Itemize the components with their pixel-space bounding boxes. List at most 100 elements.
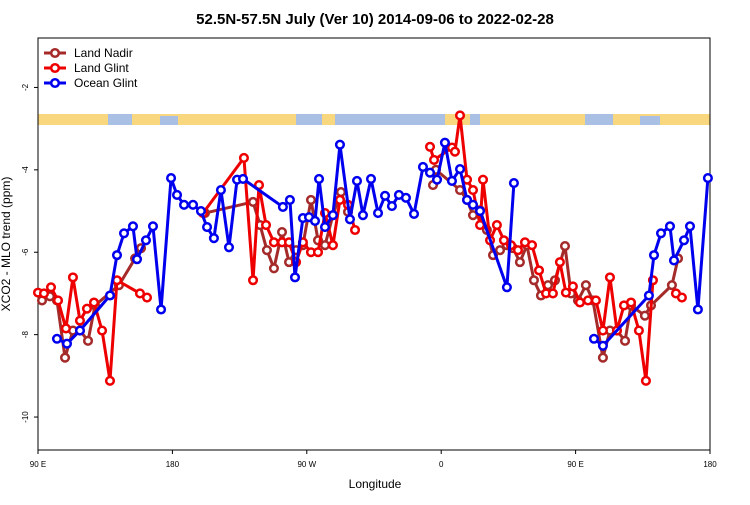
data-point [277,201,288,212]
data-point [454,110,466,121]
data-point [424,141,436,152]
data-point [467,199,479,210]
data-point [494,245,506,256]
data-point [588,333,600,344]
data-point [386,201,397,212]
data-point [51,333,63,344]
data-point [97,325,108,336]
data-point [400,192,412,203]
data-point [454,163,466,175]
x-tick-label: 0 [439,460,444,469]
data-point [74,315,86,326]
data-point [692,304,703,315]
data-point [309,215,321,226]
map-ocean [296,114,322,125]
data-point [597,325,608,336]
legend-marker [49,62,61,74]
data-point [223,242,235,253]
y-tick-label: -8 [21,331,30,339]
legend-label: Ocean Glint [74,76,138,90]
data-point [498,235,509,246]
data-point [118,228,130,239]
data-point [305,194,317,205]
data-point [82,335,94,346]
data-point [238,152,249,163]
data-point [59,352,71,363]
data-point [74,325,86,336]
data-point [477,174,489,185]
data-point [215,184,226,196]
data-point [702,173,713,184]
data-point [604,272,615,283]
data-point [597,340,608,351]
data-point [201,222,213,233]
data-point [590,295,601,306]
data-point [449,146,460,157]
data-point [134,288,146,299]
data-point [501,282,512,293]
data-point [166,173,177,184]
data-point [111,250,123,261]
data-point [597,352,608,363]
data-point [284,194,295,205]
data-point [268,237,279,248]
plot-frame [37,37,711,451]
data-point [81,303,93,314]
data-point [640,375,651,386]
map-ocean [640,116,660,125]
y-tick-label: -6 [21,248,30,256]
map-ocean [585,114,613,125]
map-strip [38,114,710,125]
legend-label: Land Glint [74,61,129,75]
data-point [247,196,259,208]
data-point [327,240,338,251]
x-tick-label: 180 [166,460,180,469]
data-point [684,221,696,232]
data-point [431,174,443,185]
data-point [147,221,159,232]
data-point [559,241,571,252]
data-point [156,304,167,315]
data-point [514,257,525,268]
data-point [319,240,331,251]
data-point [335,187,347,198]
data-point [676,292,687,303]
data-point [104,375,116,386]
legend-marker [49,77,61,89]
y-tick-label: -2 [21,83,30,91]
data-point [439,137,450,148]
data-point [666,280,677,291]
data-point [88,297,100,308]
data-point [319,222,331,233]
x-tick-label: 90 E [30,460,46,469]
data-point [67,272,78,283]
data-point [357,210,368,221]
data-point [474,205,486,217]
data-point [580,280,591,291]
data-point [424,167,436,178]
data-point [567,281,578,292]
data-point [428,154,440,166]
data-point [408,208,420,219]
data-point [237,173,249,184]
data-point [648,250,660,261]
data-point [208,233,219,244]
data-point [312,247,324,258]
data-point [187,199,199,210]
data-point [313,173,325,184]
data-point [619,335,631,346]
data-point [625,297,637,308]
data-point [261,245,272,256]
data-point [467,184,479,196]
data-point [508,177,519,189]
x-tick-label: 90 W [297,460,316,469]
data-point [554,257,565,268]
data-point [38,288,50,299]
data-point [131,254,143,265]
data-point [268,263,279,274]
data-point [528,275,539,286]
data-point [171,189,183,201]
x-tick-label: 180 [703,460,717,469]
data-point [349,224,361,236]
